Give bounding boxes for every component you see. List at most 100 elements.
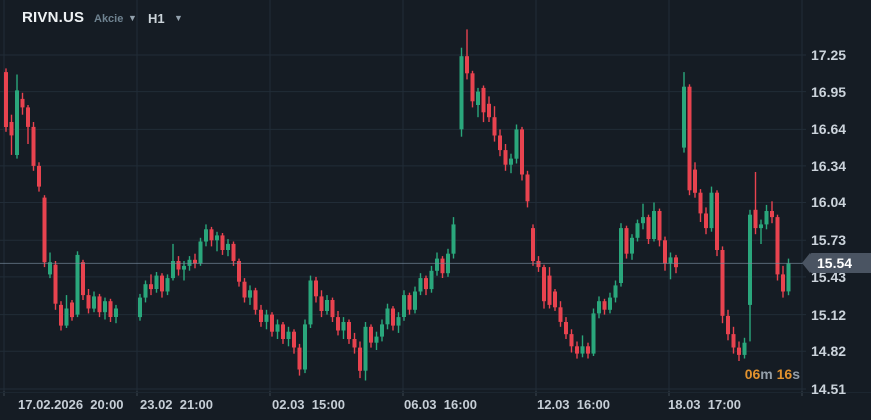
- candle[interactable]: [698, 189, 703, 222]
- current-price-badge[interactable]: 15.54: [802, 253, 871, 273]
- candle[interactable]: [580, 335, 585, 358]
- candle[interactable]: [608, 292, 612, 314]
- caret-down-icon[interactable]: ▼: [174, 13, 183, 23]
- candle[interactable]: [731, 326, 736, 354]
- candle[interactable]: [753, 172, 758, 235]
- candle[interactable]: [424, 275, 428, 296]
- candle[interactable]: [481, 85, 486, 123]
- candle[interactable]: [253, 287, 258, 315]
- candle[interactable]: [682, 72, 686, 153]
- candle[interactable]: [503, 144, 508, 171]
- candle[interactable]: [75, 251, 80, 318]
- candle[interactable]: [193, 253, 197, 269]
- candle[interactable]: [160, 273, 164, 298]
- candle[interactable]: [781, 265, 785, 298]
- candle[interactable]: [470, 70, 475, 108]
- candle[interactable]: [720, 246, 725, 324]
- candle[interactable]: [624, 225, 629, 259]
- candle[interactable]: [264, 309, 269, 330]
- candle[interactable]: [149, 274, 153, 296]
- candle[interactable]: [319, 290, 324, 318]
- candle[interactable]: [514, 124, 519, 164]
- candle[interactable]: [42, 195, 47, 268]
- candle[interactable]: [176, 256, 181, 276]
- candle[interactable]: [385, 303, 390, 330]
- candle[interactable]: [325, 295, 329, 315]
- candle[interactable]: [619, 223, 623, 287]
- candle[interactable]: [396, 312, 401, 333]
- candle[interactable]: [402, 290, 406, 321]
- candle[interactable]: [143, 280, 148, 303]
- candle[interactable]: [281, 322, 285, 344]
- candle[interactable]: [270, 312, 274, 337]
- candle[interactable]: [86, 289, 91, 314]
- candle[interactable]: [520, 126, 524, 181]
- candle[interactable]: [652, 202, 656, 242]
- candle[interactable]: [635, 219, 640, 242]
- candle[interactable]: [330, 297, 335, 322]
- instrument-selector[interactable]: RIVN.US: [22, 9, 85, 26]
- candle[interactable]: [171, 243, 175, 281]
- candle[interactable]: [451, 217, 456, 259]
- candle[interactable]: [759, 219, 763, 244]
- candle[interactable]: [748, 209, 752, 342]
- candle[interactable]: [693, 162, 697, 198]
- candle[interactable]: [154, 272, 159, 293]
- candle[interactable]: [59, 301, 63, 331]
- candle[interactable]: [575, 341, 579, 359]
- candle[interactable]: [704, 207, 708, 235]
- candle[interactable]: [476, 87, 480, 118]
- candle[interactable]: [242, 278, 247, 303]
- candle[interactable]: [31, 122, 36, 171]
- candle[interactable]: [352, 332, 357, 354]
- candle[interactable]: [569, 329, 574, 353]
- candle[interactable]: [103, 297, 107, 320]
- candle[interactable]: [108, 298, 113, 322]
- candle[interactable]: [597, 296, 601, 319]
- candle[interactable]: [358, 341, 362, 379]
- candle[interactable]: [525, 170, 530, 208]
- candle[interactable]: [657, 208, 662, 247]
- candle[interactable]: [26, 105, 30, 144]
- candle[interactable]: [429, 265, 434, 293]
- caret-down-icon[interactable]: ▼: [128, 13, 137, 23]
- candle[interactable]: [286, 326, 291, 347]
- candle[interactable]: [646, 214, 651, 244]
- candle[interactable]: [97, 293, 102, 318]
- candle[interactable]: [536, 256, 541, 272]
- candle[interactable]: [220, 233, 225, 255]
- candle[interactable]: [509, 153, 513, 174]
- candle[interactable]: [391, 306, 395, 331]
- candle[interactable]: [440, 256, 445, 278]
- candle[interactable]: [663, 236, 667, 271]
- candle[interactable]: [231, 241, 236, 266]
- candle[interactable]: [20, 92, 25, 115]
- candle[interactable]: [586, 342, 590, 359]
- candle[interactable]: [764, 204, 769, 230]
- candle[interactable]: [413, 286, 417, 314]
- candle[interactable]: [564, 317, 568, 339]
- candle[interactable]: [70, 300, 74, 321]
- candle[interactable]: [542, 264, 546, 309]
- candle[interactable]: [275, 319, 280, 340]
- candle[interactable]: [641, 203, 645, 230]
- candle[interactable]: [492, 106, 497, 142]
- candle[interactable]: [204, 224, 208, 247]
- candle[interactable]: [715, 190, 719, 257]
- candle[interactable]: [292, 329, 296, 354]
- candle[interactable]: [726, 309, 730, 341]
- candle[interactable]: [248, 285, 252, 305]
- candle[interactable]: [259, 304, 263, 327]
- candle[interactable]: [775, 214, 780, 281]
- candle[interactable]: [363, 322, 368, 381]
- candle[interactable]: [4, 68, 8, 132]
- candle[interactable]: [15, 74, 19, 159]
- candle[interactable]: [435, 252, 439, 276]
- candle[interactable]: [165, 274, 170, 296]
- candle[interactable]: [308, 275, 313, 328]
- candle[interactable]: [226, 239, 230, 257]
- candle[interactable]: [92, 291, 96, 313]
- candle[interactable]: [138, 293, 142, 321]
- candle[interactable]: [53, 261, 58, 310]
